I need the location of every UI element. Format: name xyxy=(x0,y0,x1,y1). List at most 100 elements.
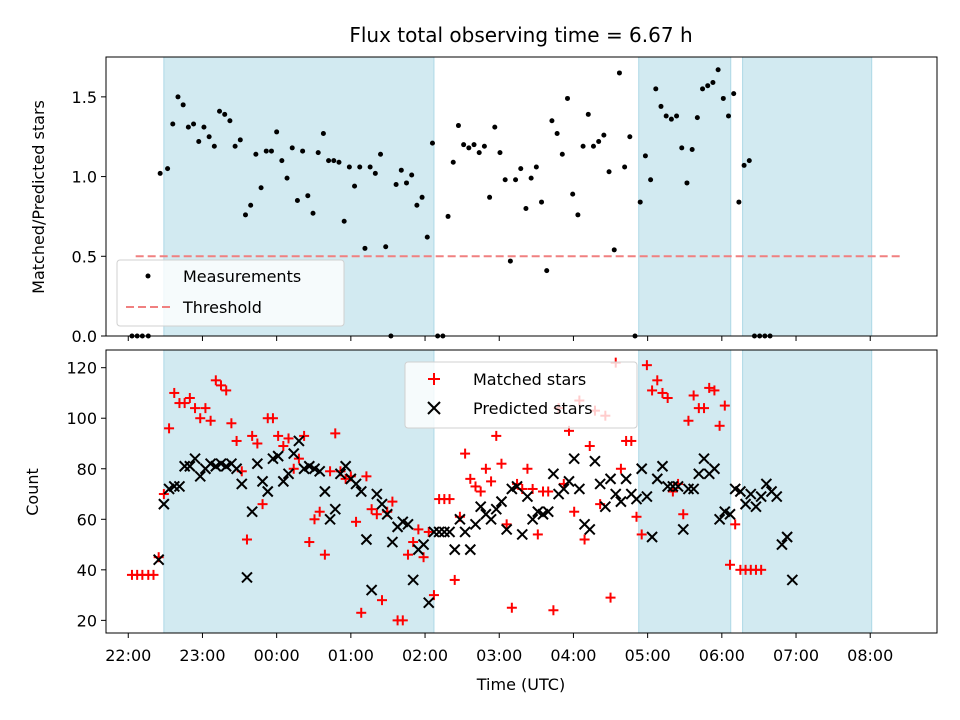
measurement-point xyxy=(466,145,472,151)
measurement-point xyxy=(528,175,534,181)
matched-star-point xyxy=(200,403,211,414)
measurement-point xyxy=(383,244,389,250)
matched-star-point xyxy=(325,466,336,477)
predicted-star-point xyxy=(739,498,752,510)
predicted-star-point xyxy=(771,490,783,503)
measurement-point xyxy=(596,138,602,144)
measurement-point xyxy=(513,177,519,183)
measurement-point xyxy=(736,199,742,205)
matched-star-point xyxy=(496,458,507,469)
measurement-point xyxy=(580,143,586,149)
predicted-star-point xyxy=(542,506,554,518)
measurement-point xyxy=(658,103,664,109)
predicted-star-point xyxy=(615,495,627,508)
x-tick-label: 01:00 xyxy=(328,646,374,665)
predicted-star-point xyxy=(750,500,762,513)
measurement-point xyxy=(315,150,321,156)
measurement-point xyxy=(476,150,482,156)
predicted-star-point xyxy=(282,468,295,480)
predicted-star-point xyxy=(568,452,580,465)
predicted-star-point xyxy=(236,478,248,490)
observing-window-1 xyxy=(163,349,435,634)
matched-star-point xyxy=(299,430,310,441)
measurement-point xyxy=(642,153,648,159)
x-tick-label: 06:00 xyxy=(699,646,745,665)
matched-star-point xyxy=(164,423,175,434)
matched-star-point xyxy=(356,607,367,618)
matched-star-point xyxy=(314,506,325,517)
measurement-point xyxy=(726,113,732,119)
predicted-star-point xyxy=(355,485,367,498)
predicted-star-point xyxy=(262,485,274,498)
predicted-star-point xyxy=(516,528,528,541)
predicted-star-point xyxy=(620,473,632,485)
legend-measurements-label: Measurements xyxy=(183,267,301,286)
x-tick-label: 22:00 xyxy=(105,646,151,665)
matched-star-point xyxy=(756,564,767,575)
measurement-point xyxy=(705,83,711,89)
predicted-star-point xyxy=(438,526,451,538)
matched-star-point xyxy=(444,494,455,505)
measurement-point xyxy=(331,158,337,164)
matched-star-point xyxy=(351,516,362,527)
bottom-legend: Matched stars Predicted stars xyxy=(404,361,638,429)
matched-star-point xyxy=(330,428,341,439)
matched-star-point xyxy=(158,489,169,500)
measurement-point xyxy=(346,164,352,170)
predicted-star-point xyxy=(241,571,253,584)
predicted-star-point xyxy=(443,526,456,538)
measurement-point xyxy=(663,113,669,119)
measurement-point xyxy=(471,142,477,148)
matched-star-point xyxy=(657,387,668,398)
predicted-star-point xyxy=(713,513,726,526)
matched-star-point xyxy=(626,435,637,446)
predicted-star-point xyxy=(173,480,186,493)
measurement-point xyxy=(461,142,467,148)
measurement-point xyxy=(185,124,191,130)
predicted-star-point xyxy=(651,473,663,485)
matched-star-point xyxy=(486,476,497,487)
matched-star-point xyxy=(252,438,263,449)
measurement-point xyxy=(253,151,259,157)
matched-star-point xyxy=(662,393,673,404)
matched-star-point xyxy=(730,519,741,530)
predicted-star-point xyxy=(646,531,658,543)
predicted-star-point xyxy=(313,465,326,477)
measurement-point xyxy=(263,148,269,154)
measurement-point xyxy=(559,151,565,157)
measurement-point xyxy=(372,170,378,176)
measurement-point xyxy=(294,197,300,203)
predicted-star-point xyxy=(469,518,482,531)
predicted-star-point xyxy=(407,574,419,586)
predicted-star-point xyxy=(376,498,388,510)
predicted-star-point xyxy=(360,533,373,546)
bottom-series xyxy=(126,357,799,626)
y-tick-label: 0.0 xyxy=(72,327,97,346)
y-tick-label: 100 xyxy=(66,409,97,428)
measurement-point xyxy=(570,191,576,197)
matched-star-point xyxy=(283,433,294,444)
measurement-point xyxy=(237,137,243,143)
top-x-ticks xyxy=(127,336,871,341)
predicted-star-point xyxy=(230,463,243,475)
predicted-star-point xyxy=(776,538,788,551)
measurement-point xyxy=(481,143,487,149)
matched-star-point xyxy=(278,441,289,452)
predicted-star-point xyxy=(324,513,336,526)
matched-star-point xyxy=(366,504,377,515)
measurement-point xyxy=(242,212,248,218)
predicted-star-point xyxy=(661,480,674,493)
measurement-point xyxy=(227,118,233,124)
predicted-star-point xyxy=(433,526,445,538)
top-y-axis-label: Matched/Predicted stars xyxy=(29,100,48,294)
matched-star-point xyxy=(652,375,663,386)
matched-star-point xyxy=(361,471,372,482)
predicted-star-point xyxy=(272,450,284,462)
matched-star-point xyxy=(267,413,278,424)
matched-star-point xyxy=(579,534,590,545)
measurement-point xyxy=(403,180,409,186)
measurement-point xyxy=(679,145,685,151)
measurement-point xyxy=(518,166,524,172)
x-tick-label: 00:00 xyxy=(254,646,300,665)
measurement-point xyxy=(378,151,384,157)
